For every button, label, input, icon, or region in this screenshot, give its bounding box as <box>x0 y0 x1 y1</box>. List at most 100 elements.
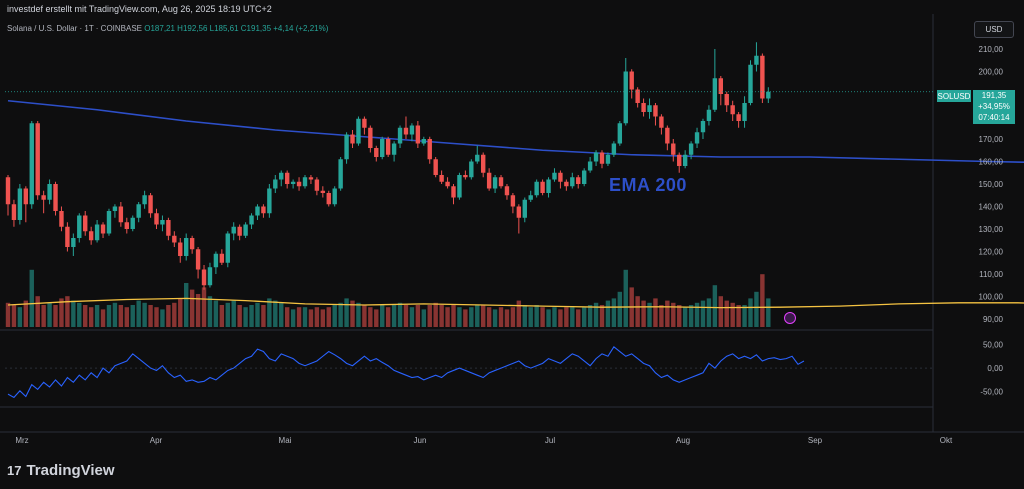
volume-bar <box>320 309 326 327</box>
candle-body <box>219 253 225 263</box>
volume-bar <box>255 302 260 327</box>
price-tick-label: 120,00 <box>979 248 1004 257</box>
volume-bar <box>219 305 225 327</box>
volume-bar <box>94 305 100 327</box>
time-tick-label: Apr <box>150 436 163 445</box>
candle-body <box>290 181 296 184</box>
candle-body <box>558 172 563 182</box>
candle-body <box>605 154 611 164</box>
price-tick-label: 200,00 <box>979 68 1004 77</box>
volume-bar <box>463 309 468 327</box>
oscillator-axis: 50,00 0,00 -50,00 <box>980 340 1003 396</box>
bar-countdown: 07:40:14 <box>978 113 1010 122</box>
candle-body <box>17 188 23 220</box>
candle-body <box>47 184 52 200</box>
candle-body <box>225 233 230 263</box>
candle-body <box>754 55 759 65</box>
candle-body <box>552 172 557 180</box>
volume-bar <box>534 305 539 327</box>
volume-bar <box>100 309 106 327</box>
candle-body <box>213 253 219 268</box>
volume-bar <box>326 307 331 327</box>
currency-button[interactable]: USD <box>974 21 1014 38</box>
oscillator-panel <box>5 345 933 399</box>
candle-body <box>308 177 314 180</box>
volume-bar <box>344 298 349 327</box>
ema-line-group <box>7 99 1024 163</box>
volume-bar <box>421 309 426 327</box>
candle-body <box>261 206 266 214</box>
candle-body <box>166 220 171 236</box>
candle-body <box>142 195 147 205</box>
candle-body <box>570 177 575 187</box>
volume-bar <box>296 307 302 327</box>
volume-bar <box>760 274 765 327</box>
price-tick-label: 150,00 <box>979 180 1004 189</box>
volume-bar <box>439 305 444 327</box>
volume-bar <box>83 305 88 327</box>
volume-bar <box>492 309 498 327</box>
footer-brand: 17 TradingView <box>7 462 115 479</box>
volume-bar <box>201 287 207 327</box>
candle-body <box>469 161 474 178</box>
volume-bar <box>130 305 135 327</box>
volume-bar <box>71 300 76 327</box>
volume-bar <box>35 296 40 327</box>
volume-bar <box>142 302 147 327</box>
candle-body <box>41 195 46 200</box>
candle-body <box>617 123 623 144</box>
candle-body <box>314 179 320 191</box>
volume-bar <box>88 307 94 327</box>
volume-bar <box>409 307 415 327</box>
candle-body <box>77 215 82 238</box>
time-tick-label: Jun <box>414 436 427 445</box>
candle-body <box>130 217 135 229</box>
candle-body <box>409 125 415 135</box>
candle-body <box>11 204 17 220</box>
volume-bar <box>540 307 545 327</box>
price-tick-label: 140,00 <box>979 203 1004 212</box>
candle-body <box>195 249 201 270</box>
time-tick-label: Sep <box>808 436 823 445</box>
volume-bar <box>184 283 189 327</box>
price-tick-label: 100,00 <box>979 293 1004 302</box>
volume-bar <box>647 302 652 327</box>
candle-body <box>641 103 646 112</box>
volume-bar <box>516 300 522 327</box>
last-price: 191,35 <box>981 91 1007 100</box>
time-tick-label: Aug <box>676 436 690 445</box>
candle-body <box>730 105 735 115</box>
volume-bar <box>694 302 700 327</box>
candle-body <box>249 215 254 225</box>
candle-body <box>362 118 367 128</box>
volume-bar <box>332 305 337 327</box>
volume-bar <box>178 298 183 327</box>
volume-bar <box>510 307 516 327</box>
candle-body <box>522 199 527 218</box>
volume-bar <box>635 296 640 327</box>
candle-body <box>255 206 260 216</box>
candle-body <box>439 175 444 182</box>
candle-body <box>766 91 771 99</box>
volume-bar <box>504 309 510 327</box>
volume-bar <box>415 305 421 327</box>
volume-bar <box>481 305 486 327</box>
candle-body <box>653 105 658 117</box>
volume-bar <box>231 300 236 327</box>
oscillator-tick-label: -50,00 <box>980 388 1003 397</box>
candle-body <box>403 127 409 135</box>
candle-body <box>546 179 551 193</box>
price-tick-label: 170,00 <box>979 135 1004 144</box>
candle-body <box>564 181 569 187</box>
volume-bar <box>118 305 124 327</box>
volume-ma-line <box>7 297 1024 309</box>
volume-bar <box>564 307 569 327</box>
volume-bar <box>65 296 70 327</box>
volume-bar <box>195 294 201 327</box>
volume-bar <box>605 300 611 327</box>
volume-bar <box>290 309 296 327</box>
volume-bar <box>249 305 254 327</box>
volume-bar <box>207 296 213 327</box>
volume-bar <box>682 307 688 327</box>
